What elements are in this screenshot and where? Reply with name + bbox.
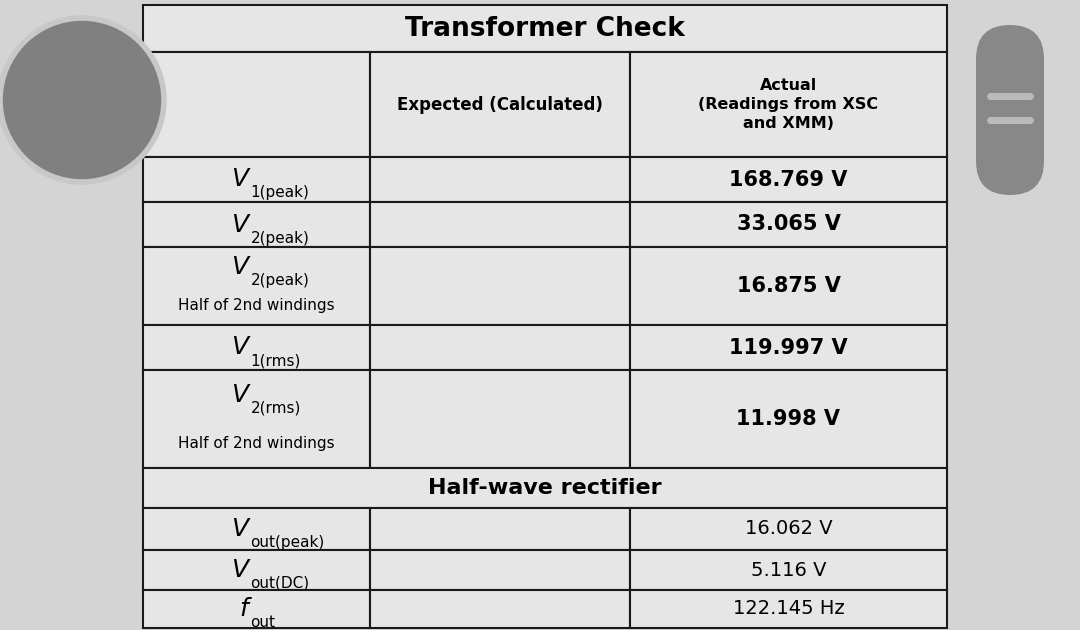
Bar (370, 247, 630, 325)
Bar (143, 550, 370, 590)
Bar (630, 157, 947, 202)
Text: V: V (231, 336, 248, 360)
Bar (370, 590, 630, 628)
Text: 168.769 V: 168.769 V (729, 169, 848, 190)
Bar (143, 508, 370, 550)
Text: Half of 2nd windings: Half of 2nd windings (178, 436, 335, 451)
Text: 122.145 Hz: 122.145 Hz (732, 600, 845, 619)
Circle shape (0, 18, 164, 182)
Text: 33.065 V: 33.065 V (737, 214, 840, 234)
Bar (630, 325, 947, 370)
Bar (630, 590, 947, 628)
Bar (630, 202, 947, 247)
Bar (143, 5, 947, 52)
Text: Half-wave rectifier: Half-wave rectifier (428, 478, 662, 498)
Bar (630, 550, 947, 590)
Bar (370, 508, 630, 550)
Bar (143, 590, 370, 628)
Text: out(peak): out(peak) (251, 535, 325, 550)
Bar (143, 370, 370, 468)
Bar (630, 247, 947, 325)
Text: V: V (231, 255, 248, 278)
Text: V: V (231, 517, 248, 541)
Bar (143, 157, 370, 202)
Bar (370, 157, 630, 202)
Text: out(DC): out(DC) (251, 576, 310, 591)
Text: 5.116 V: 5.116 V (751, 561, 826, 580)
Bar (630, 370, 947, 468)
Text: 2(peak): 2(peak) (251, 231, 309, 246)
Bar (370, 325, 630, 370)
Text: 16.062 V: 16.062 V (745, 520, 833, 539)
Text: 1(peak): 1(peak) (251, 185, 309, 200)
Text: Actual
(Readings from XSC
and XMM): Actual (Readings from XSC and XMM) (699, 77, 878, 131)
Text: Expected (Calculated): Expected (Calculated) (397, 96, 603, 113)
Text: V: V (231, 558, 248, 582)
Bar (370, 52, 630, 157)
Text: 11.998 V: 11.998 V (737, 409, 840, 429)
FancyBboxPatch shape (976, 25, 1044, 195)
Text: 1(rms): 1(rms) (251, 353, 301, 369)
Bar (370, 202, 630, 247)
Bar (370, 370, 630, 468)
Text: V: V (231, 168, 248, 192)
Bar (143, 247, 370, 325)
Text: Transformer Check: Transformer Check (405, 16, 685, 42)
Text: 16.875 V: 16.875 V (737, 276, 840, 296)
Text: 2(rms): 2(rms) (251, 401, 301, 416)
Text: Half of 2nd windings: Half of 2nd windings (178, 298, 335, 313)
Text: V: V (231, 212, 248, 236)
Bar (143, 202, 370, 247)
Bar (630, 508, 947, 550)
Bar (143, 52, 370, 157)
Bar (630, 52, 947, 157)
Text: 2(peak): 2(peak) (251, 273, 309, 287)
Bar (143, 325, 370, 370)
Text: V: V (231, 382, 248, 406)
Bar (143, 468, 947, 508)
Text: 119.997 V: 119.997 V (729, 338, 848, 357)
Text: out: out (251, 615, 275, 630)
Text: f: f (240, 597, 248, 621)
Bar (370, 550, 630, 590)
